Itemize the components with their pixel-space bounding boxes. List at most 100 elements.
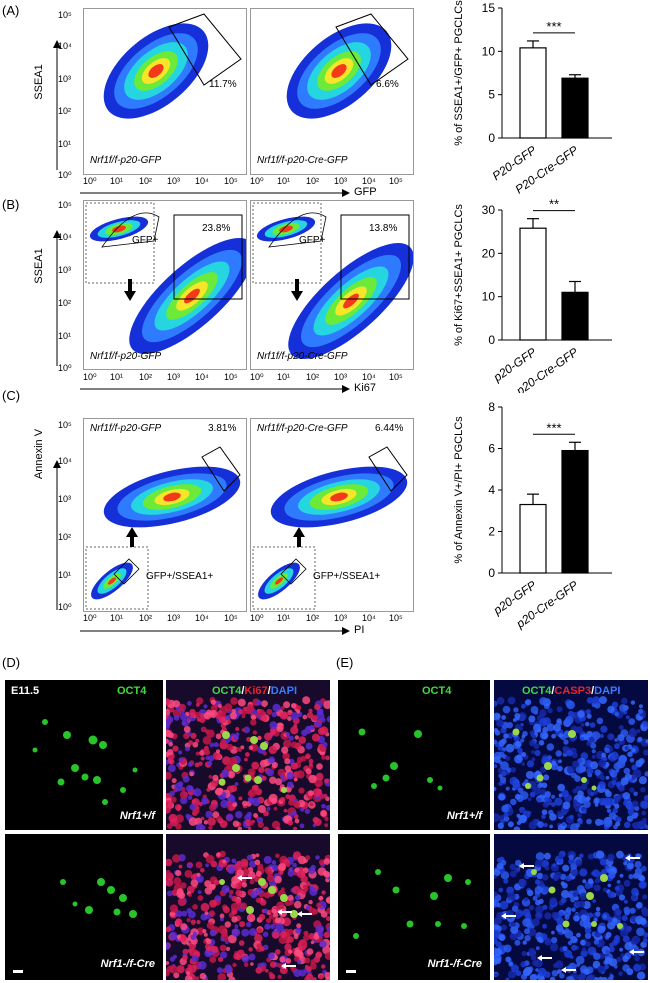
nucleus (522, 940, 527, 945)
nucleus (219, 944, 227, 952)
genotype-label: Nrf1-/f-Cre (427, 958, 482, 970)
nucleus (205, 863, 209, 868)
nucleus (599, 733, 604, 739)
nucleus (602, 976, 608, 980)
nucleus (206, 709, 212, 716)
nucleus (579, 892, 588, 901)
nucleus (243, 962, 249, 967)
nucleus (544, 791, 551, 798)
nucleus (499, 900, 509, 910)
oct4-cell (219, 879, 225, 885)
nucleus (215, 733, 222, 740)
nucleus (305, 753, 311, 759)
nucleus (520, 962, 525, 966)
nucleus (546, 723, 555, 732)
nucleus (542, 733, 548, 739)
nucleus (553, 873, 560, 881)
nucleus (634, 860, 642, 869)
nucleus (626, 862, 634, 870)
nucleus (192, 791, 197, 795)
nucleus (324, 778, 329, 784)
nucleus (616, 915, 622, 921)
nucleus (587, 946, 597, 956)
nucleus (620, 929, 629, 938)
nucleus (529, 739, 536, 747)
nucleus (246, 736, 252, 742)
nucleus (294, 818, 300, 824)
oct4-cell (581, 777, 587, 783)
micrograph-merge-top: OCT4/Ki67/DAPI (166, 680, 330, 830)
nucleus (289, 867, 294, 871)
nucleus (321, 803, 326, 809)
nucleus (324, 816, 329, 822)
nucleus (281, 746, 289, 754)
nucleus (494, 953, 502, 963)
nucleus (586, 730, 593, 738)
nucleus (213, 879, 220, 886)
arrow-icon (629, 949, 634, 955)
nucleus (315, 855, 320, 860)
nucleus (219, 917, 224, 922)
nucleus (198, 961, 207, 970)
nucleus (187, 795, 193, 800)
nucleus (256, 699, 262, 706)
nucleus (305, 742, 313, 750)
nucleus (531, 918, 540, 927)
nucleus (247, 768, 256, 777)
nucleus (293, 969, 302, 978)
nucleus (295, 927, 302, 934)
nucleus (222, 859, 227, 864)
nucleus (302, 714, 308, 720)
y-tick-label: 0 (488, 131, 495, 145)
nucleus (614, 886, 620, 891)
nucleus (576, 932, 581, 938)
nucleus (166, 698, 171, 706)
nucleus (264, 923, 271, 930)
y-axis-label: SSEA1 (33, 64, 45, 100)
nucleus (498, 793, 506, 801)
nucleus (196, 927, 205, 935)
nucleus (311, 714, 319, 721)
nucleus (221, 769, 230, 778)
nucleus (206, 787, 211, 792)
oct4-cell (244, 774, 252, 782)
nucleus (494, 763, 498, 769)
nucleus (241, 882, 248, 888)
nucleus (182, 954, 188, 961)
nucleus (312, 816, 319, 823)
nucleus (502, 705, 511, 714)
nucleus (607, 733, 615, 741)
nucleus (166, 875, 169, 879)
nucleus (271, 908, 278, 914)
nucleus (204, 911, 209, 915)
nucleus (524, 928, 530, 935)
nucleus (618, 785, 625, 792)
nucleus (614, 935, 620, 941)
nucleus (506, 767, 512, 773)
nucleus (596, 943, 601, 948)
nucleus (209, 742, 215, 748)
micrograph-oct4-bottom: Nrf1-/f-Cre (338, 834, 490, 980)
nucleus (566, 700, 575, 710)
nucleus (561, 890, 570, 899)
nucleus (230, 902, 240, 912)
nucleus (598, 976, 604, 980)
nucleus (556, 718, 562, 724)
nucleus (638, 776, 647, 785)
nucleus (189, 712, 196, 718)
nucleus (592, 899, 596, 903)
nucleus (254, 934, 263, 943)
nucleus (178, 703, 187, 712)
nucleus (322, 741, 328, 748)
nucleus (296, 705, 302, 711)
arrow-icon (561, 967, 566, 973)
nucleus (535, 905, 544, 914)
y-tick-label: 4 (488, 483, 495, 497)
nucleus (269, 961, 277, 968)
nucleus (640, 787, 646, 793)
nucleus (565, 976, 573, 980)
nucleus (296, 709, 301, 714)
nucleus (643, 723, 648, 728)
nucleus (579, 853, 584, 859)
